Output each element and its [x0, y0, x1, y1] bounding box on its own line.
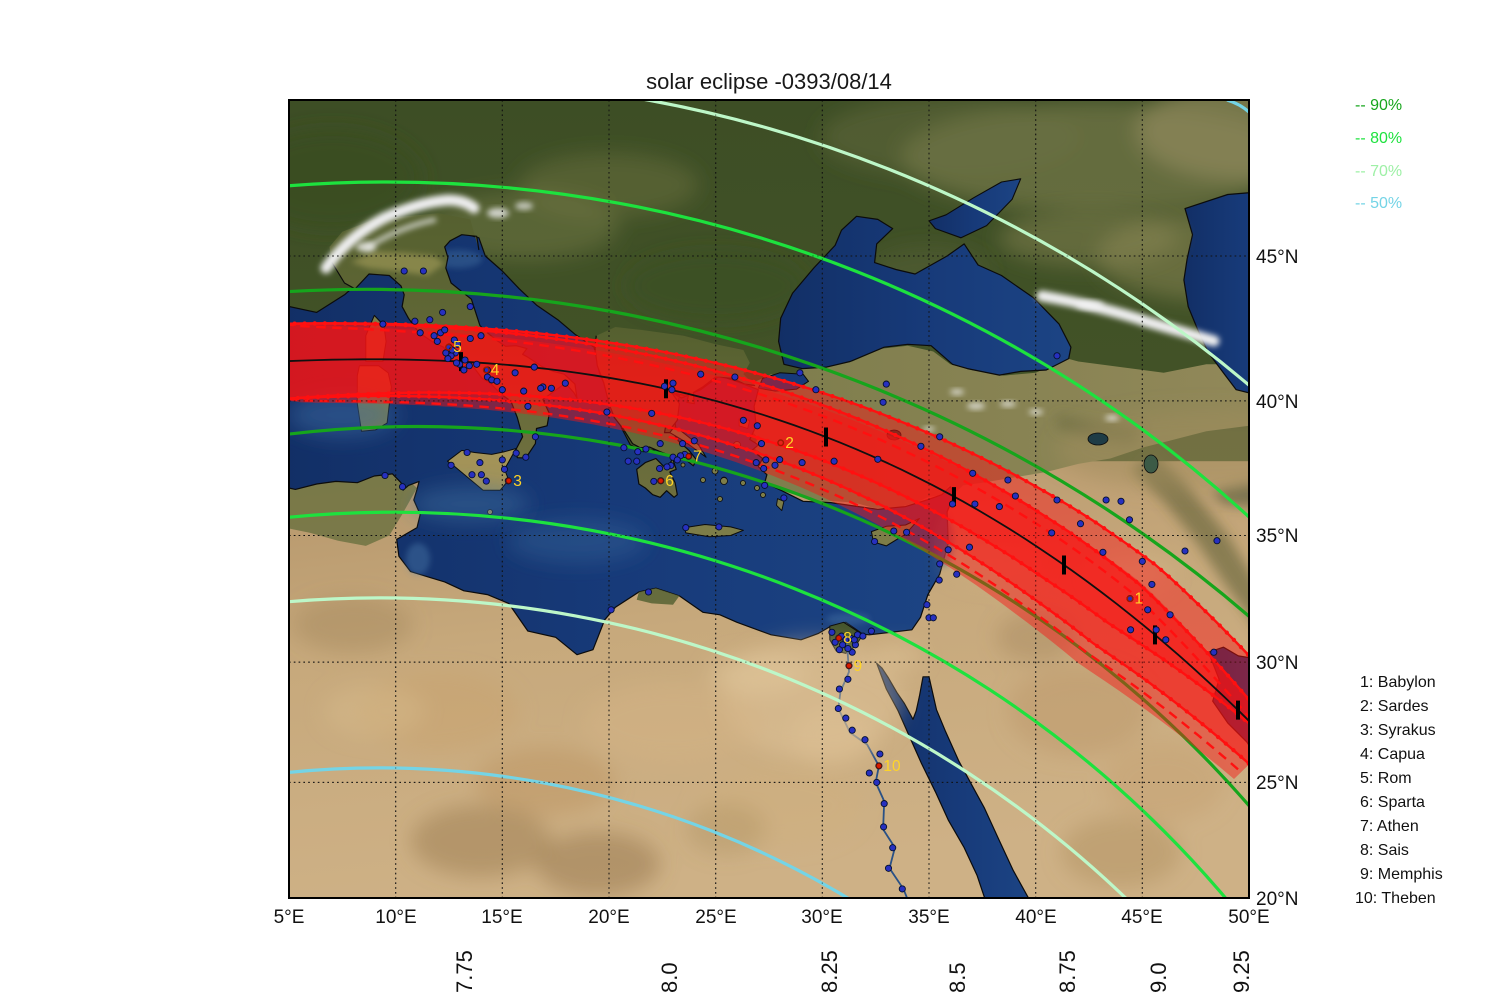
svg-text:8: Sais: 8: Sais	[1360, 842, 1409, 859]
svg-text:9.0: 9.0	[1146, 962, 1171, 993]
svg-text:8.75: 8.75	[1055, 950, 1080, 993]
svg-text:8.0: 8.0	[657, 962, 682, 993]
svg-text:45°N: 45°N	[1256, 247, 1298, 268]
svg-text:40°E: 40°E	[1015, 907, 1056, 928]
svg-text:7.75: 7.75	[452, 950, 477, 993]
svg-text:7: Athen: 7: Athen	[1360, 818, 1419, 835]
svg-text:8.5: 8.5	[945, 962, 970, 993]
svg-text:20°N: 20°N	[1256, 889, 1298, 910]
svg-text:4: 4	[491, 362, 500, 379]
svg-text:8.25: 8.25	[817, 950, 842, 993]
svg-text:2: 2	[785, 435, 794, 452]
svg-text:40°N: 40°N	[1256, 392, 1298, 413]
svg-text:-- 90%: -- 90%	[1355, 97, 1402, 114]
svg-text:2: Sardes: 2: Sardes	[1360, 698, 1428, 715]
svg-text:5: 5	[453, 339, 462, 356]
svg-text:5°E: 5°E	[274, 907, 305, 928]
svg-text:8: 8	[843, 630, 852, 647]
svg-text:50°E: 50°E	[1228, 907, 1269, 928]
svg-text:4: Capua: 4: Capua	[1360, 746, 1425, 763]
svg-text:solar eclipse -0393/08/14: solar eclipse -0393/08/14	[646, 69, 892, 94]
svg-text:1: 1	[1135, 591, 1144, 608]
svg-text:30°E: 30°E	[801, 907, 842, 928]
svg-text:35°E: 35°E	[908, 907, 949, 928]
svg-text:10: 10	[883, 758, 901, 775]
svg-text:9.25: 9.25	[1229, 950, 1254, 993]
svg-text:45°E: 45°E	[1121, 907, 1162, 928]
svg-text:35°N: 35°N	[1256, 526, 1298, 547]
svg-text:1: Babylon: 1: Babylon	[1360, 674, 1436, 691]
svg-text:9: Memphis: 9: Memphis	[1360, 866, 1443, 883]
svg-text:25°N: 25°N	[1256, 773, 1298, 794]
svg-text:10°E: 10°E	[375, 907, 416, 928]
svg-text:9: 9	[854, 658, 863, 675]
svg-text:-- 80%: -- 80%	[1355, 130, 1402, 147]
svg-text:15°E: 15°E	[481, 907, 522, 928]
svg-text:-- 70%: -- 70%	[1355, 163, 1402, 180]
svg-text:30°N: 30°N	[1256, 653, 1298, 674]
svg-text:3: 3	[513, 473, 522, 490]
svg-text:10: Theben: 10: Theben	[1355, 890, 1436, 907]
svg-text:6: 6	[665, 473, 674, 490]
svg-text:7: 7	[693, 448, 702, 465]
svg-text:25°E: 25°E	[695, 907, 736, 928]
svg-text:20°E: 20°E	[588, 907, 629, 928]
svg-text:3: Syrakus: 3: Syrakus	[1360, 722, 1436, 739]
svg-text:-- 50%: -- 50%	[1355, 195, 1402, 212]
svg-text:5: Rom: 5: Rom	[1360, 770, 1412, 787]
svg-text:6: Sparta: 6: Sparta	[1360, 794, 1425, 811]
